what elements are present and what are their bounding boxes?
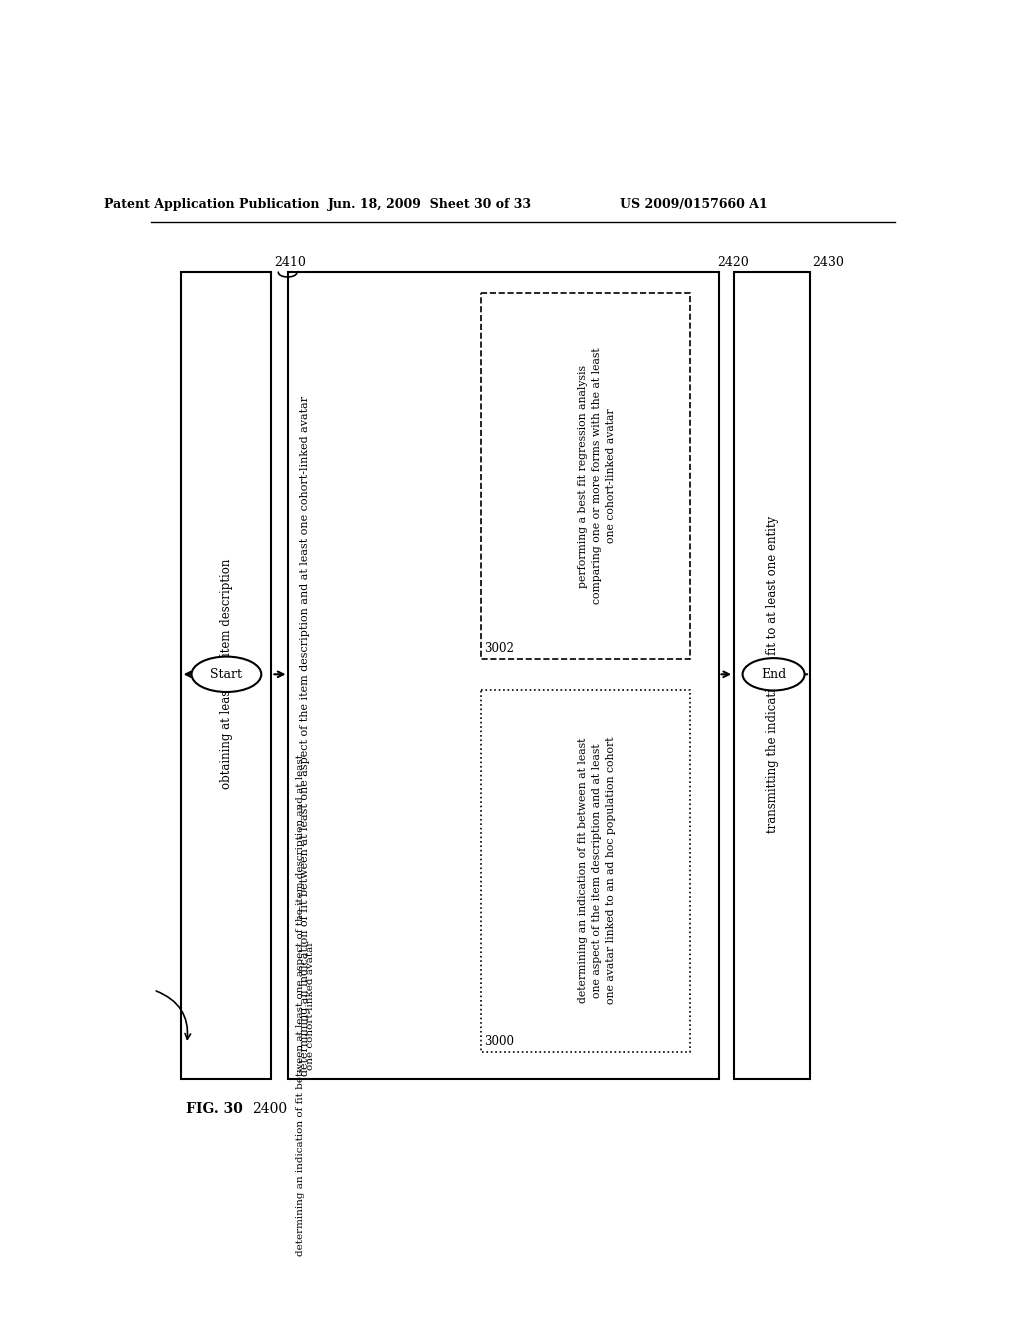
- Bar: [480, 293, 690, 659]
- Text: determining an indication of fit between at least
one aspect of the item descrip: determining an indication of fit between…: [578, 737, 615, 1005]
- Text: 3000: 3000: [484, 1035, 514, 1048]
- Text: 2400: 2400: [252, 1102, 287, 1117]
- Ellipse shape: [191, 656, 261, 692]
- Text: determining an indication of fit between at least one aspect of the item descrip: determining an indication of fit between…: [300, 396, 310, 1076]
- Bar: [289, 272, 719, 1078]
- Bar: [180, 272, 271, 1078]
- Text: determining an indication of fit between at least one aspect of the item descrip: determining an indication of fit between…: [296, 755, 315, 1257]
- Text: Patent Application Publication: Patent Application Publication: [104, 198, 319, 211]
- Text: 2430: 2430: [812, 256, 844, 268]
- Text: performing a best fit regression analysis
comparing one or more forms with the a: performing a best fit regression analysi…: [578, 347, 615, 605]
- Text: End: End: [761, 668, 786, 681]
- Text: US 2009/0157660 A1: US 2009/0157660 A1: [620, 198, 768, 211]
- Bar: [734, 272, 810, 1078]
- Text: Start: Start: [210, 668, 243, 681]
- Text: FIG. 30: FIG. 30: [186, 1102, 243, 1117]
- Text: transmitting the indication of fit to at least one entity: transmitting the indication of fit to at…: [766, 516, 778, 833]
- Bar: [480, 689, 690, 1052]
- Ellipse shape: [742, 659, 805, 690]
- Text: 2420: 2420: [717, 256, 749, 268]
- Text: obtaining at least one item description: obtaining at least one item description: [219, 560, 232, 789]
- Text: 2410: 2410: [273, 256, 305, 268]
- Text: 3002: 3002: [484, 642, 514, 655]
- Text: Jun. 18, 2009  Sheet 30 of 33: Jun. 18, 2009 Sheet 30 of 33: [329, 198, 532, 211]
